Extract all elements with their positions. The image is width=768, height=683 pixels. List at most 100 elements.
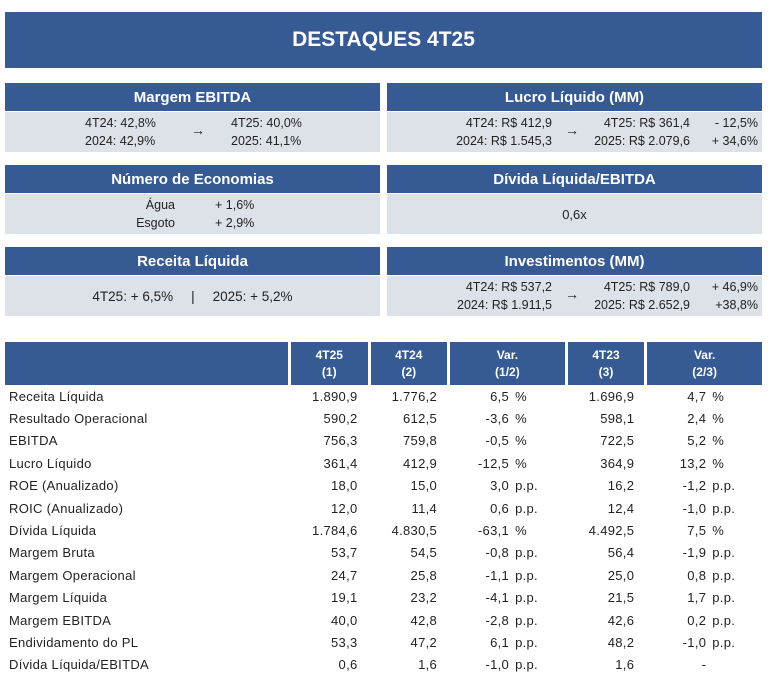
var-unit: % bbox=[515, 455, 527, 471]
value-4t23: 48,2 bbox=[607, 634, 635, 650]
value-4t25: 4T25: R$ 361,4 bbox=[603, 116, 690, 130]
var-value: -1,0 bbox=[485, 657, 510, 673]
row-label: ROIC (Anualizado) bbox=[9, 500, 124, 516]
value-4t24: 11,4 bbox=[411, 500, 438, 516]
value-2024: 2024: R$ 1.911,5 bbox=[457, 298, 552, 312]
card-title: Receita Líquida bbox=[5, 247, 380, 275]
value-4t25: 1.890,9 bbox=[312, 388, 358, 404]
value-4t23: 722,5 bbox=[600, 433, 635, 449]
var-2-3: -1,0 p.p. bbox=[644, 497, 762, 519]
card-divida-ebitda: Dívida Líquida/EBITDA 0,6x bbox=[387, 165, 762, 234]
value-4t25: 361,4 bbox=[323, 455, 358, 471]
var-1-2: 0,6 p.p. bbox=[447, 497, 565, 519]
header-sub: (1) bbox=[321, 364, 337, 379]
value-4t24: 1.776,2 bbox=[391, 388, 438, 404]
var-value: -1,0 bbox=[682, 634, 707, 650]
column-header: 4T23 (3) bbox=[564, 342, 645, 385]
value-4t23: 1.696,9 bbox=[588, 388, 635, 404]
value-4t25: 19,1 bbox=[331, 590, 358, 606]
var-unit: p.p. bbox=[515, 657, 538, 673]
esgoto-value: + 2,9% bbox=[215, 216, 255, 230]
var-2-3: - bbox=[644, 654, 762, 676]
table-row: ROE (Anualizado) 18,0 15,0 3,0 p.p. 16,2 -1,2 p… bbox=[5, 475, 762, 497]
var-value: 6,5 bbox=[490, 388, 510, 404]
card-title: Investimentos (MM) bbox=[387, 247, 762, 275]
var-1-2: 3,0 p.p. bbox=[447, 475, 565, 497]
var-value: 2,4 bbox=[687, 411, 707, 427]
value-4t23: 42,6 bbox=[607, 612, 635, 628]
value-4t25: 40,0 bbox=[331, 612, 358, 628]
var-value: 5,2 bbox=[687, 433, 707, 449]
var-unit: % bbox=[712, 455, 725, 471]
var-unit: % bbox=[515, 388, 527, 404]
arrow-right-icon: → bbox=[191, 122, 205, 138]
var-value: -12,5 bbox=[477, 455, 510, 471]
var-unit: % bbox=[515, 411, 527, 427]
value-4t24: 759,8 bbox=[403, 433, 438, 449]
column-header: Var. (2/3) bbox=[644, 342, 762, 385]
var-year: + 34,6% bbox=[711, 134, 758, 148]
value-2024: 2024: 42,9% bbox=[85, 134, 156, 148]
var-4t: + 46,9% bbox=[711, 280, 758, 294]
var-value: 3,0 bbox=[490, 478, 510, 494]
arrow-right-icon: → bbox=[565, 122, 579, 138]
value-4t24: 4.830,5 bbox=[391, 523, 438, 539]
value-4t24: 4T24: R$ 537,2 bbox=[465, 280, 552, 294]
value-2024: 2024: R$ 1.545,3 bbox=[456, 134, 552, 148]
var-2-3: -1,2 p.p. bbox=[644, 475, 762, 497]
header-label: 4T25 bbox=[315, 347, 343, 362]
row-label: Margem Líquida bbox=[9, 590, 108, 606]
var-unit: p.p. bbox=[515, 612, 538, 628]
value-4t24: 25,8 bbox=[410, 567, 438, 583]
value-4t23: 1,6 bbox=[615, 657, 635, 673]
value-4t23: 12,4 bbox=[607, 500, 635, 516]
value-4t25: 53,7 bbox=[331, 545, 358, 561]
esgoto-label: Esgoto bbox=[136, 216, 175, 230]
arrow-right-icon: → bbox=[565, 286, 579, 302]
var-2-3: 5,2% bbox=[644, 430, 762, 452]
var-1-2: -3,6% bbox=[447, 407, 565, 429]
var-value: -1,9 bbox=[682, 545, 707, 561]
row-label: EBITDA bbox=[9, 433, 58, 449]
agua-label: Água bbox=[145, 198, 175, 212]
var-value: -1,1 bbox=[485, 567, 510, 583]
var-unit: % bbox=[712, 523, 725, 539]
var-value: -4,1 bbox=[485, 590, 510, 606]
column-header: 4T24 (2) bbox=[367, 342, 448, 385]
card-title: Lucro Líquido (MM) bbox=[387, 83, 762, 111]
var-unit: p.p. bbox=[515, 634, 538, 650]
divida-ebitda-value: 0,6x bbox=[562, 206, 587, 222]
var-unit: p.p. bbox=[712, 590, 736, 606]
value-4t24: 15,0 bbox=[410, 478, 438, 494]
value-4t23: 4.492,5 bbox=[588, 523, 635, 539]
value-2025: 2025: R$ 2.652,9 bbox=[594, 298, 690, 312]
table-row: Receita Líquida 1.890,9 1.776,2 6,5% 1.696,9… bbox=[5, 385, 762, 407]
card-receita-liquida: Receita Líquida 4T25: + 6,5% | 2025: + 5… bbox=[5, 247, 380, 316]
card-numero-economias: Número de Economias Água + 1,6% Esgoto +… bbox=[5, 165, 380, 234]
var-unit: % bbox=[515, 523, 527, 539]
var-year: +38,8% bbox=[715, 298, 758, 312]
var-value: -3,6 bbox=[485, 411, 510, 427]
header-label: 4T24 bbox=[395, 347, 423, 362]
header-sub: (2) bbox=[401, 364, 417, 379]
page-title: DESTAQUES 4T25 bbox=[5, 12, 762, 68]
var-2-3: 7,5% bbox=[644, 519, 762, 541]
row-label: Receita Líquida bbox=[9, 388, 104, 404]
table-row: Dívida Líquida/EBITDA 0,6 1,6 -1,0 p.p. 1,6 - bbox=[5, 654, 762, 676]
value-4t23: 598,1 bbox=[600, 411, 635, 427]
var-2-3: 13,2% bbox=[644, 452, 762, 474]
value-4t24: 612,5 bbox=[403, 411, 438, 427]
var-unit: % bbox=[712, 433, 725, 449]
value-4t23: 56,4 bbox=[607, 545, 635, 561]
card-investimentos: Investimentos (MM) 4T24: R$ 537,2 2024: … bbox=[387, 247, 762, 316]
var-value: -1,2 bbox=[682, 478, 707, 494]
row-label: Dívida Líquida bbox=[9, 523, 97, 539]
header-sub: (3) bbox=[598, 364, 614, 379]
var-value: 0,6 bbox=[490, 500, 510, 516]
var-value: - bbox=[701, 657, 707, 673]
var-2-3: -1,0 p.p. bbox=[644, 631, 762, 653]
value-4t25: 53,3 bbox=[331, 634, 358, 650]
var-4t: - 12,5% bbox=[714, 116, 758, 130]
row-label: Resultado Operacional bbox=[9, 411, 148, 427]
var-unit: p.p. bbox=[515, 545, 538, 561]
